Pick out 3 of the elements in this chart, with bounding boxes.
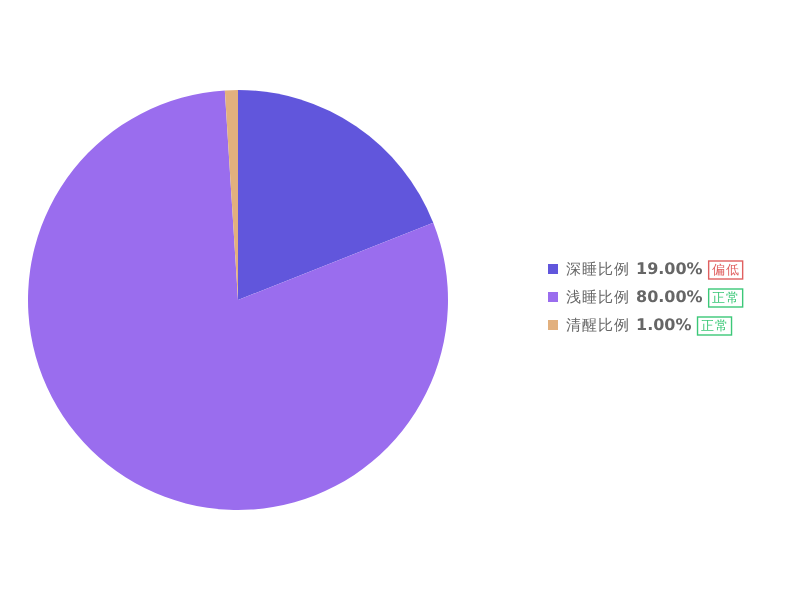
data-label: 80.00% bbox=[636, 288, 703, 306]
data-label: 1.00% bbox=[636, 316, 692, 334]
data-label: 19.00% bbox=[636, 260, 703, 278]
